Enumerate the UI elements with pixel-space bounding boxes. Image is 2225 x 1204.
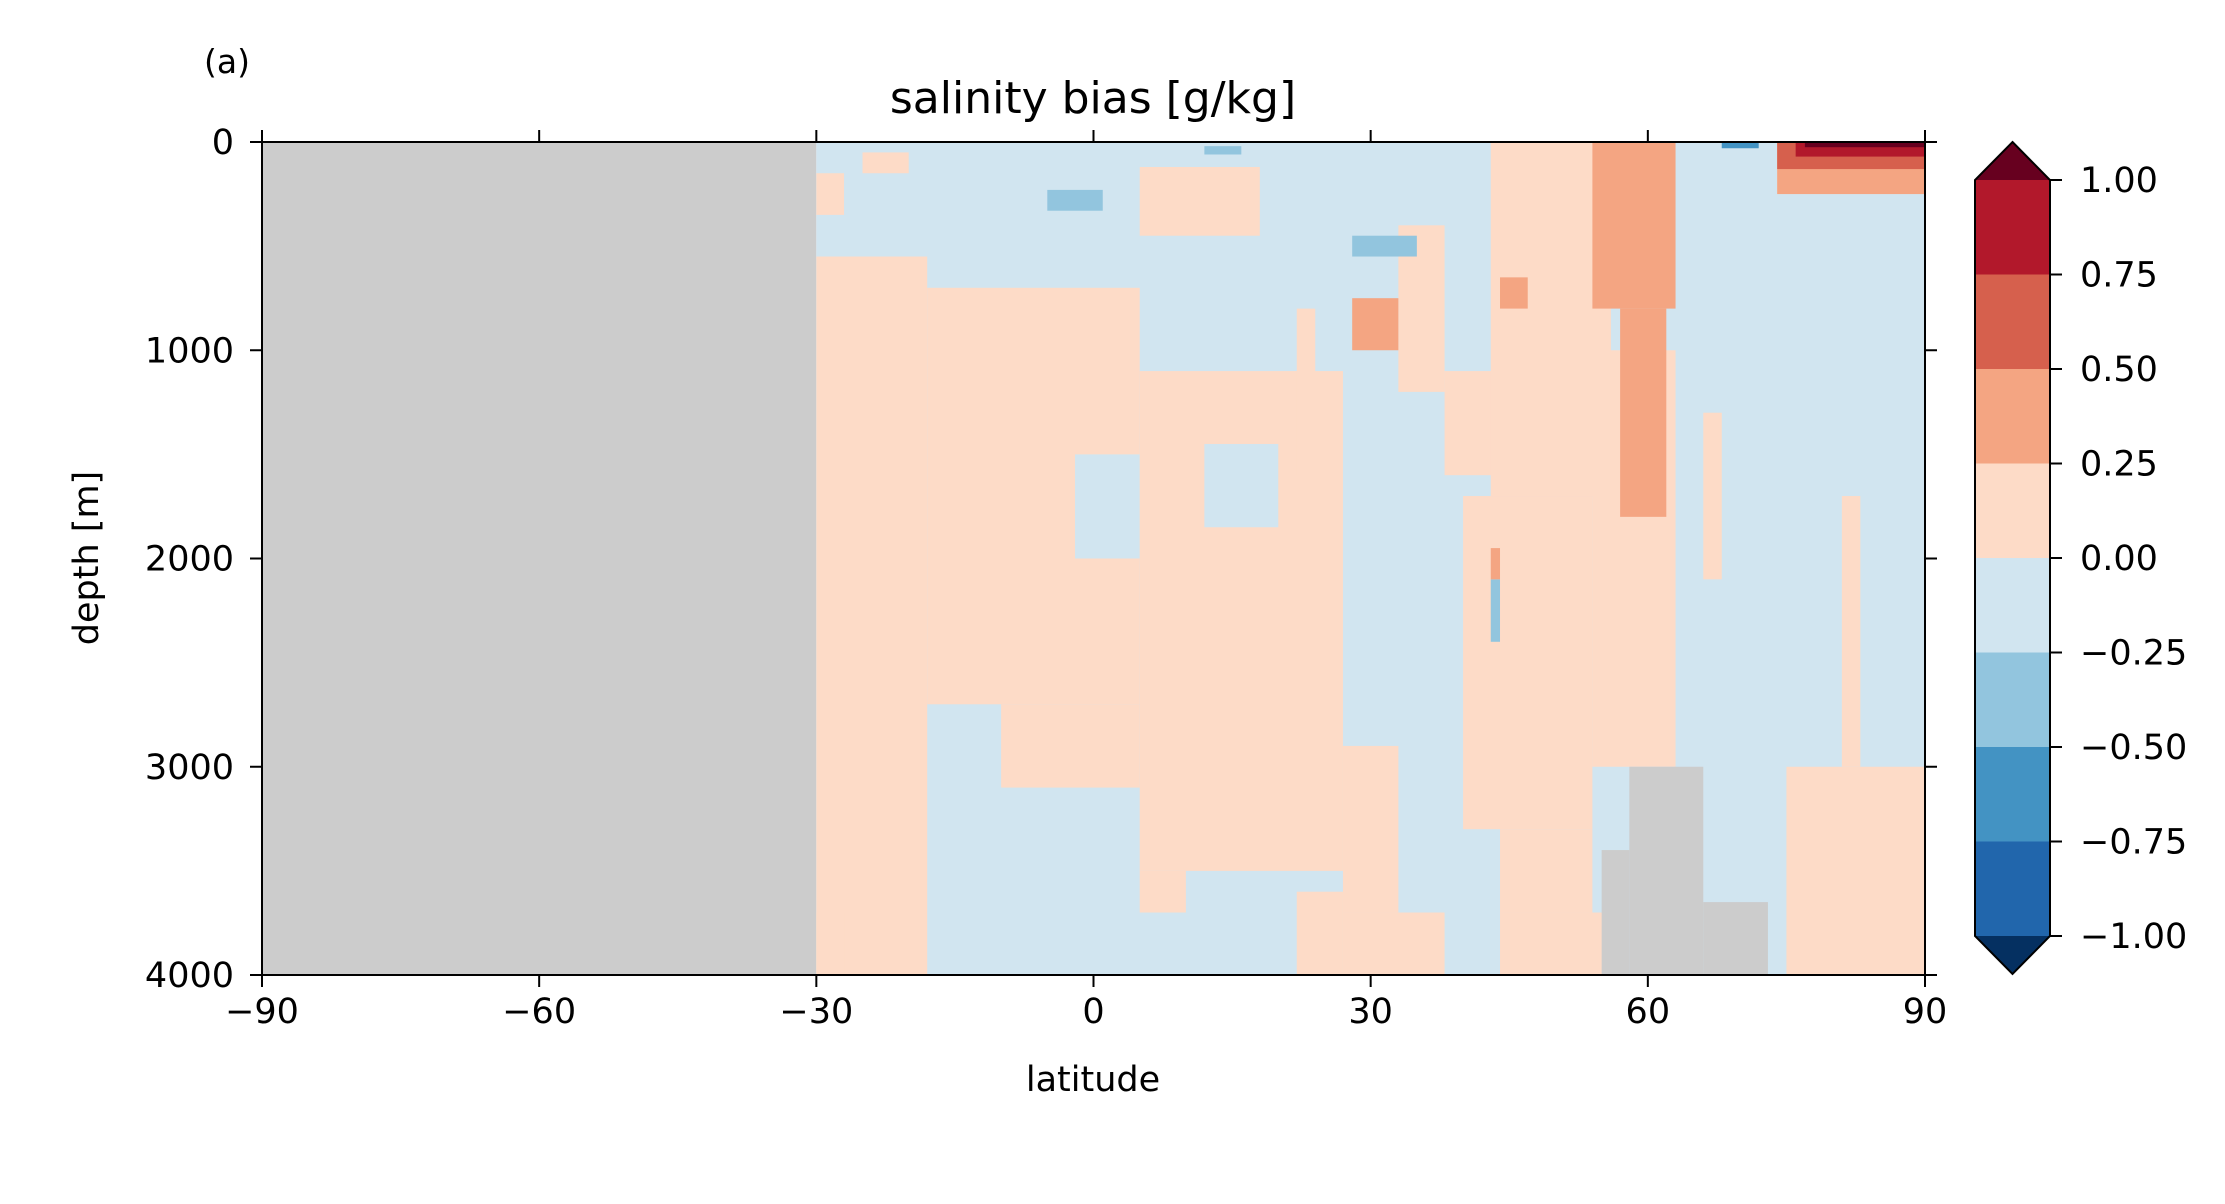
heatmap-cell [1047,189,1103,211]
colorbar-extend-high [1975,142,2050,180]
x-tick-label: 0 [1082,992,1104,1032]
heatmap-cell [1342,912,1445,975]
heatmap-cell [1490,548,1501,580]
heatmap-cell [1500,912,1611,975]
heatmap-cell [1490,579,1501,642]
heatmap-cell [1139,870,1186,913]
panel-label: (a) [204,42,250,81]
heatmap-cell [1620,308,1667,517]
masked-region [1703,902,1768,975]
colorbar-tick-label: −0.75 [2080,823,2187,863]
masked-region [262,142,817,975]
heatmap-cell [816,173,845,215]
colorbar-segment [1975,747,2050,842]
y-tick-label: 0 [212,123,234,163]
heatmap-cell [1500,829,1593,913]
x-axis: −90 −60 −30 0 30 60 90 [225,130,1947,1032]
colorbar-segment [1975,841,2050,936]
y-tick-label: 2000 [145,540,234,580]
y-axis-label: depth [m] [67,471,107,645]
chart-title: salinity bias [g/kg] [890,73,1296,124]
masked-region [1629,766,1704,975]
heatmap-cell [1786,766,1925,975]
heatmap-cell [1721,142,1759,149]
heatmap-cell [1296,308,1316,476]
heatmap-cells [262,142,1926,976]
x-tick-label: 60 [1626,992,1671,1032]
heatmap-cell [1352,235,1417,257]
heatmap-cell [862,152,909,174]
x-tick-label: −30 [779,992,853,1032]
x-tick-label: −90 [225,992,299,1032]
heatmap-cell [1296,891,1343,975]
colorbar-segment [1975,274,2050,369]
heatmap-cell [1075,454,1140,559]
colorbar: −1.00 −0.75 −0.50 −0.25 0.00 0.25 0.50 0.75 1.00 [1974,140,2187,976]
heatmap-cell [1342,745,1399,913]
heatmap-cell [1500,277,1528,309]
heatmap-cell [1841,496,1861,767]
colorbar-tick-label: 0.50 [2080,350,2158,390]
heatmap-cell [1352,298,1399,351]
colorbar-tick-label: 1.00 [2080,161,2158,201]
colorbar-tick-label: −0.25 [2080,634,2187,674]
heatmap-cell [1592,142,1676,309]
heatmap-cell [1001,704,1140,788]
colorbar-segment [1975,463,2050,558]
colorbar-tick-label: 0.00 [2080,539,2158,579]
heatmap-cell [1490,142,1611,497]
heatmap-cell [1703,412,1722,580]
colorbar-tick-label: 0.75 [2080,256,2158,296]
heatmap-cell [1204,146,1242,155]
x-tick-label: 90 [1903,992,1948,1032]
y-tick-label: 1000 [145,331,234,371]
colorbar-segment [1975,180,2050,275]
colorbar-segment [1975,652,2050,747]
x-tick-label: 30 [1348,992,1393,1032]
x-tick-label: −60 [502,992,576,1032]
heatmap-cell [1139,166,1260,236]
heatmap-cell [1463,496,1593,830]
heatmap-cell [1204,443,1279,528]
y-tick-label: 3000 [145,748,234,788]
colorbar-tick-label: −1.00 [2080,917,2187,957]
masked-region [1601,850,1630,975]
heatmap-cell [816,912,845,975]
heatmap-cell [816,256,928,976]
heatmap-cell [1804,142,1925,148]
colorbar-segment [1975,558,2050,653]
colorbar-tick-label: −0.50 [2080,728,2187,768]
colorbar-tick-label: 0.25 [2080,445,2158,485]
x-axis-label: latitude [1026,1060,1160,1100]
colorbar-extend-low [1975,936,2050,974]
y-tick-label: 4000 [145,956,234,996]
colorbar-segment [1975,369,2050,464]
y-axis: 0 1000 2000 3000 4000 [145,123,1937,996]
